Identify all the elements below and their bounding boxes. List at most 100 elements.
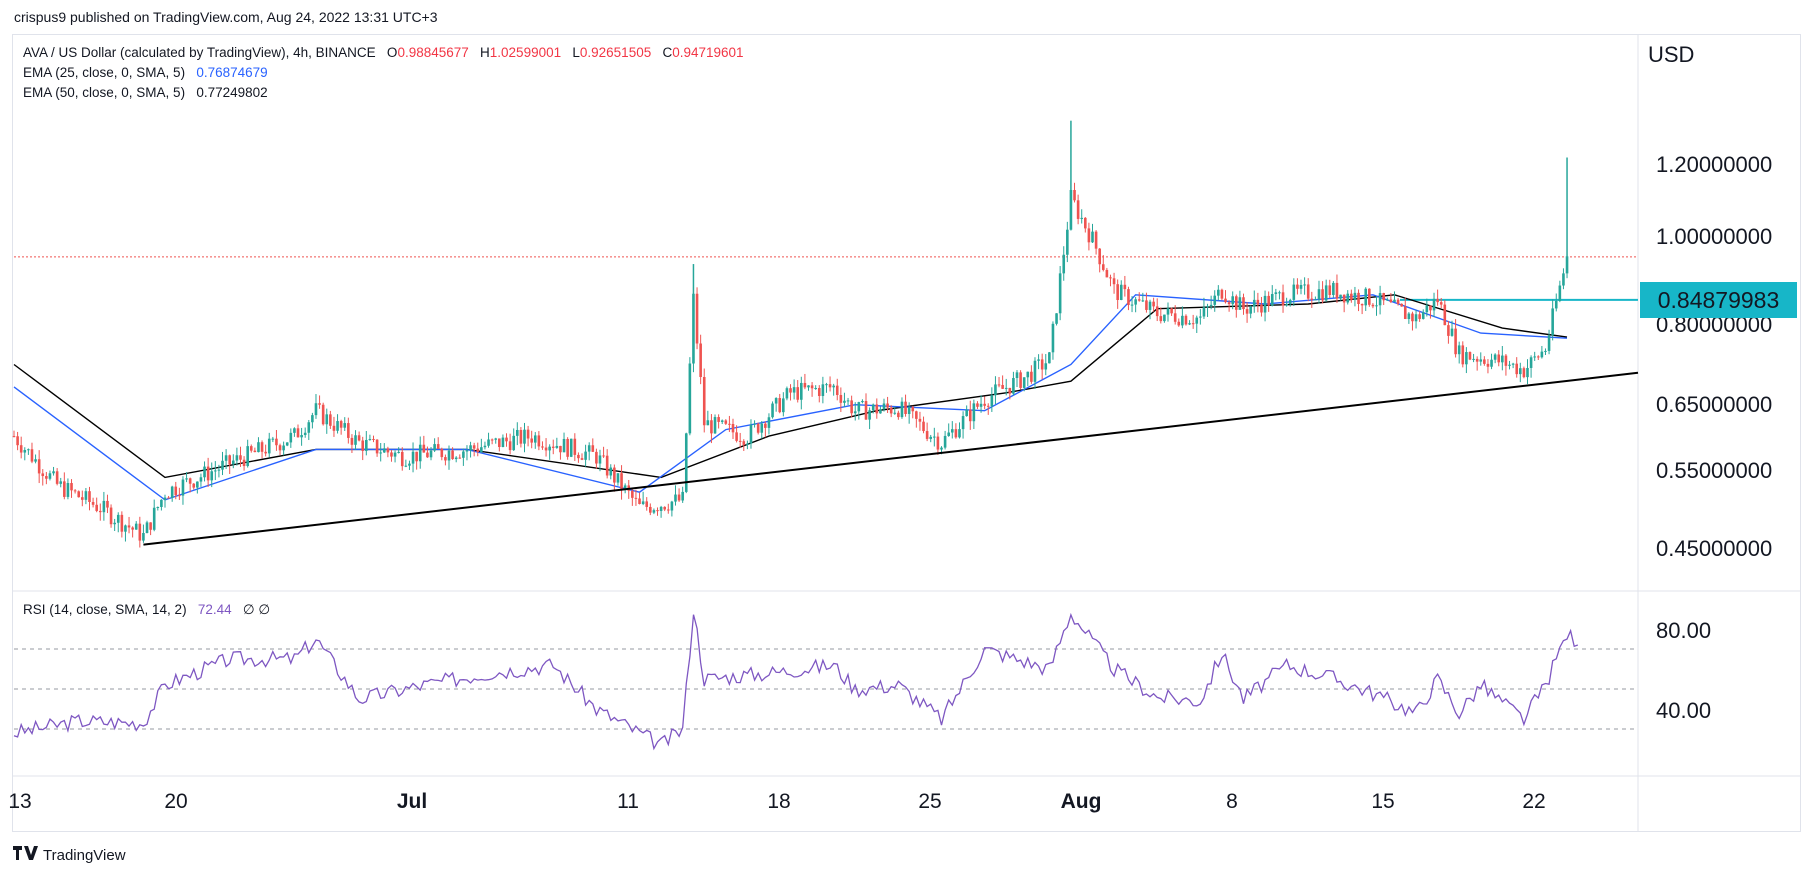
candle-body xyxy=(332,425,336,431)
candle-body xyxy=(174,486,178,496)
candle-body xyxy=(684,433,688,492)
candle-body xyxy=(1116,284,1119,300)
candle-body xyxy=(429,450,433,458)
candle-body xyxy=(742,441,746,445)
candle-body xyxy=(34,459,37,462)
low-key: L xyxy=(572,45,580,60)
candle-body xyxy=(1238,297,1242,310)
candle-body xyxy=(1141,300,1145,302)
candle-body xyxy=(1098,248,1101,265)
candle-body xyxy=(138,523,142,541)
candle-body xyxy=(958,429,961,438)
candle-body xyxy=(1454,328,1457,355)
candle-body xyxy=(1019,372,1022,388)
candle-body xyxy=(1292,284,1296,300)
candle-body xyxy=(1457,345,1461,355)
candle-body xyxy=(562,438,566,453)
candle-body xyxy=(1511,363,1515,365)
symbol-label: AVA / US Dollar (calculated by TradingVi… xyxy=(23,45,376,60)
candle-body xyxy=(451,450,454,460)
candle-body xyxy=(605,455,609,476)
candle-body xyxy=(1486,363,1490,367)
candle-body xyxy=(224,455,228,461)
candle-body xyxy=(782,398,785,413)
candle-body xyxy=(1217,289,1220,296)
price-tick: 0.55000000 xyxy=(1656,458,1773,483)
candle-body xyxy=(1526,367,1529,378)
candle-body xyxy=(652,510,656,513)
candle-body xyxy=(1364,288,1368,306)
candle-body xyxy=(23,450,27,453)
candle-body xyxy=(1044,363,1048,370)
candle-body xyxy=(602,455,605,457)
candle-body xyxy=(365,439,368,451)
candle-body xyxy=(1493,354,1497,360)
candle-body xyxy=(915,411,918,419)
candle-body xyxy=(1256,299,1260,305)
candle-body xyxy=(1177,321,1181,326)
candle-body xyxy=(45,476,48,479)
candle-body xyxy=(1012,378,1015,394)
candle-body xyxy=(1037,359,1040,361)
candle-body xyxy=(408,463,411,466)
candle-body xyxy=(1414,314,1418,322)
candle-body xyxy=(1411,313,1414,322)
candle-body xyxy=(422,444,426,453)
candle-body xyxy=(616,473,620,483)
candle-body xyxy=(382,448,386,453)
candle-body xyxy=(81,497,84,500)
candle-body xyxy=(390,452,393,457)
candle-body xyxy=(516,429,519,436)
candle-body xyxy=(904,401,907,414)
candle-body xyxy=(1008,387,1012,394)
candle-body xyxy=(1382,293,1385,301)
candle-body xyxy=(879,409,882,414)
candle-body xyxy=(196,481,199,488)
candle-body xyxy=(537,435,541,447)
candle-body xyxy=(1314,299,1317,301)
x-tick: 11 xyxy=(617,790,639,813)
candle-body xyxy=(1278,292,1281,294)
candle-body xyxy=(523,429,526,444)
candle-body xyxy=(623,485,627,490)
candle-body xyxy=(1195,317,1199,324)
candle-body xyxy=(1353,292,1357,300)
candle-body xyxy=(577,454,580,459)
candle-body xyxy=(803,382,807,388)
rsi-label: RSI (14, close, SMA, 14, 2) xyxy=(23,602,187,617)
candle-body xyxy=(1558,285,1562,301)
candle-body xyxy=(598,455,602,464)
candle-body xyxy=(454,457,458,460)
high-value: 1.02599001 xyxy=(489,45,562,60)
candle-body xyxy=(832,385,835,388)
candle-body xyxy=(253,450,257,453)
candle-body xyxy=(746,443,749,445)
rsi-extra: ∅ ∅ xyxy=(242,602,271,617)
candle-body xyxy=(846,400,850,402)
candle-body xyxy=(1522,368,1526,378)
x-tick: 20 xyxy=(164,790,188,813)
candle-body xyxy=(404,465,408,467)
brand[interactable]: TradingView xyxy=(13,846,126,864)
candle-body xyxy=(1270,294,1274,306)
candle-body xyxy=(113,522,116,525)
candle-body xyxy=(817,388,821,397)
candle-body xyxy=(897,412,900,418)
candle-body xyxy=(440,448,444,458)
candle-body xyxy=(206,466,210,481)
candle-body xyxy=(1465,352,1468,365)
candle-body xyxy=(490,439,494,441)
candle-body xyxy=(426,452,429,458)
candle-body xyxy=(940,447,943,450)
candle-body xyxy=(968,409,972,422)
candle-body xyxy=(483,445,487,448)
candle-body xyxy=(508,441,512,451)
candle-body xyxy=(271,438,275,440)
candle-body xyxy=(1375,305,1378,307)
candle-body xyxy=(789,388,792,393)
close-key: C xyxy=(662,45,673,60)
candle-body xyxy=(713,417,717,434)
candle-body xyxy=(814,388,817,390)
candle-body xyxy=(293,428,296,433)
